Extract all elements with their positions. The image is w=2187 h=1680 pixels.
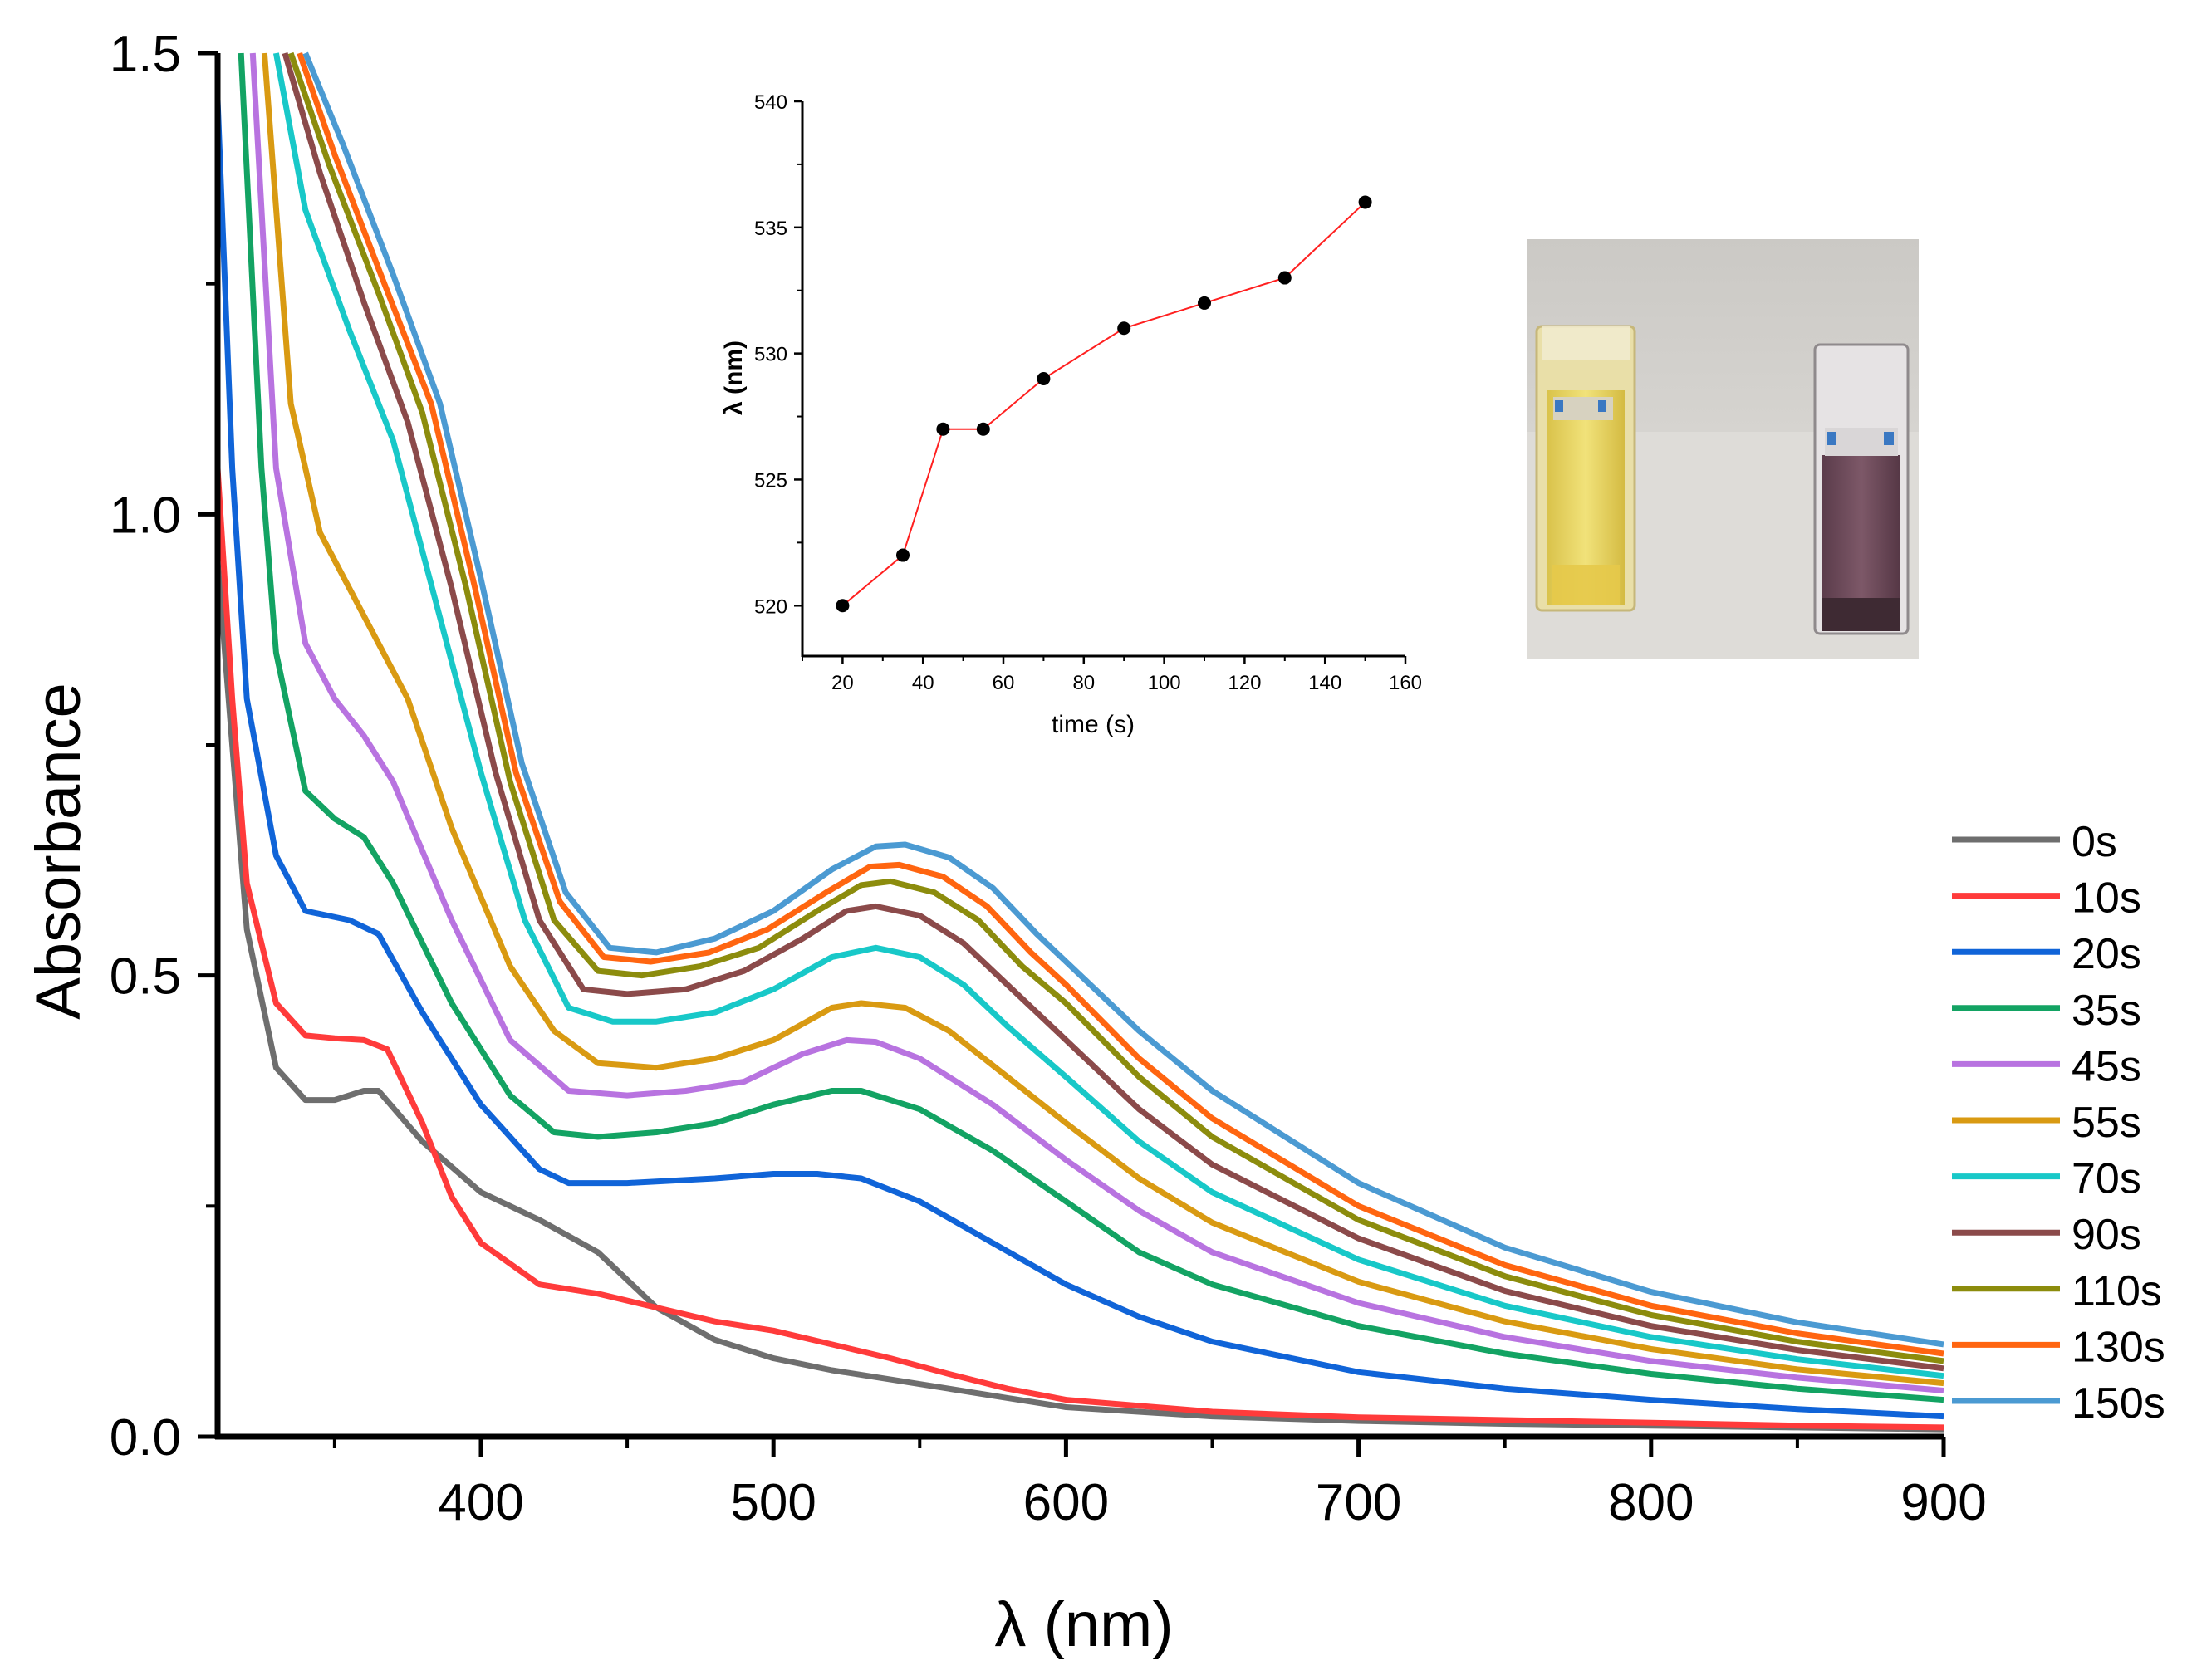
series-line-35s: [238, 52, 1944, 1403]
series-line-150s: [302, 51, 1944, 1348]
inset-y-tick-label: 535: [754, 218, 787, 240]
inset-series: [836, 195, 1372, 613]
inset-data-point: [896, 548, 910, 562]
legend-label: 10s: [2072, 874, 2141, 923]
legend: 0s 10s 20s 35s 45s 55s 70s 90s 110s 130s 150s: [1952, 818, 2165, 1428]
inset-data-point: [1037, 372, 1051, 385]
inset-data-point: [1198, 296, 1211, 310]
y-axis-title: Absorbance: [23, 683, 94, 1020]
inset-y-ticks: 520 525 530 535 540: [754, 91, 802, 618]
y-tick-label: 1.5: [110, 26, 181, 83]
inset-x-tick-label: 100: [1148, 672, 1181, 694]
inset-y-axis-title: λ (nm): [720, 340, 748, 415]
legend-label: 20s: [2072, 930, 2141, 978]
inset-x-tick-label: 20: [831, 672, 854, 694]
y-tick-label: 0.0: [110, 1409, 181, 1467]
series-line-45s: [249, 52, 1944, 1393]
legend-label: 35s: [2072, 987, 2141, 1035]
inset-y-tick-label: 530: [754, 344, 787, 366]
inset-connecting-line: [841, 201, 1366, 607]
legend-label: 150s: [2072, 1379, 2165, 1428]
inset-y-tick-label: 520: [754, 595, 787, 618]
x-tick-label: 700: [1316, 1474, 1401, 1531]
legend-label: 70s: [2072, 1155, 2141, 1203]
x-ticks: 400 500 600 700 800 900: [332, 1437, 1987, 1531]
y-tick-label: 0.5: [110, 948, 181, 1006]
inset-x-axis-title: time (s): [1052, 711, 1135, 738]
inset-axes: 20 40 60 80 100 120 140 160 520 525 530 535 540: [754, 91, 1422, 694]
inset-x-tick-label: 40: [912, 672, 934, 694]
inset-y-tick-label: 540: [754, 91, 787, 114]
series-line-20s: [214, 99, 1944, 1420]
inset-x-ticks: 20 40 60 80 100 120 140 160: [802, 656, 1422, 694]
inset-y-tick-label: 525: [754, 469, 787, 492]
purple-cuvette: [1813, 343, 1910, 635]
inset-x-tick-label: 120: [1228, 672, 1261, 694]
absorbance-curves: [214, 51, 1944, 1433]
series-line-10s: [214, 468, 1944, 1431]
inset-data-point: [1277, 271, 1292, 285]
inset-peak-shift-plot: 20 40 60 80 100 120 140 160 520 525 530 535 540 tim…: [720, 91, 1422, 738]
legend-label: 0s: [2072, 818, 2117, 866]
series-line-130s: [297, 51, 1944, 1357]
x-tick-label: 900: [1900, 1474, 1986, 1531]
legend-label: 90s: [2072, 1211, 2141, 1259]
inset-x-tick-label: 60: [993, 672, 1015, 694]
legend-label: 110s: [2072, 1267, 2162, 1315]
x-tick-label: 400: [438, 1474, 523, 1531]
inset-data-point: [936, 422, 950, 436]
inset-data-point: [1358, 195, 1372, 209]
series-line-55s: [261, 52, 1944, 1387]
inset-x-tick-label: 80: [1072, 672, 1095, 694]
cuvette-photo: [1527, 239, 1919, 659]
main-axes: 400 500 600 700 800 900 0.0 0.5 1.0 1.5: [110, 26, 1987, 1531]
inset-data-point: [1117, 321, 1131, 336]
y-ticks: 0.0 0.5 1.0 1.5: [110, 26, 218, 1467]
series-line-0s: [214, 560, 1944, 1433]
y-tick-label: 1.0: [110, 487, 181, 544]
inset-data-point: [836, 599, 850, 613]
legend-label: 130s: [2072, 1323, 2165, 1371]
series-line-70s: [272, 52, 1944, 1379]
x-axis-title: λ (nm): [994, 1589, 1173, 1660]
inset-x-tick-label: 160: [1389, 672, 1422, 694]
series-line-110s: [287, 51, 1944, 1364]
yellow-cuvette: [1535, 325, 1636, 612]
legend-label: 45s: [2072, 1042, 2141, 1090]
x-tick-label: 500: [730, 1474, 816, 1531]
x-tick-label: 600: [1023, 1474, 1109, 1531]
x-tick-label: 800: [1608, 1474, 1694, 1531]
inset-x-tick-label: 140: [1308, 672, 1341, 694]
series-line-90s: [282, 52, 1944, 1372]
inset-data-point: [976, 422, 990, 436]
main-absorbance-plot: 400 500 600 700 800 900 0.0 0.5 1.0 1.5 λ (nm) A…: [23, 26, 2165, 1660]
legend-label: 55s: [2072, 1099, 2141, 1147]
